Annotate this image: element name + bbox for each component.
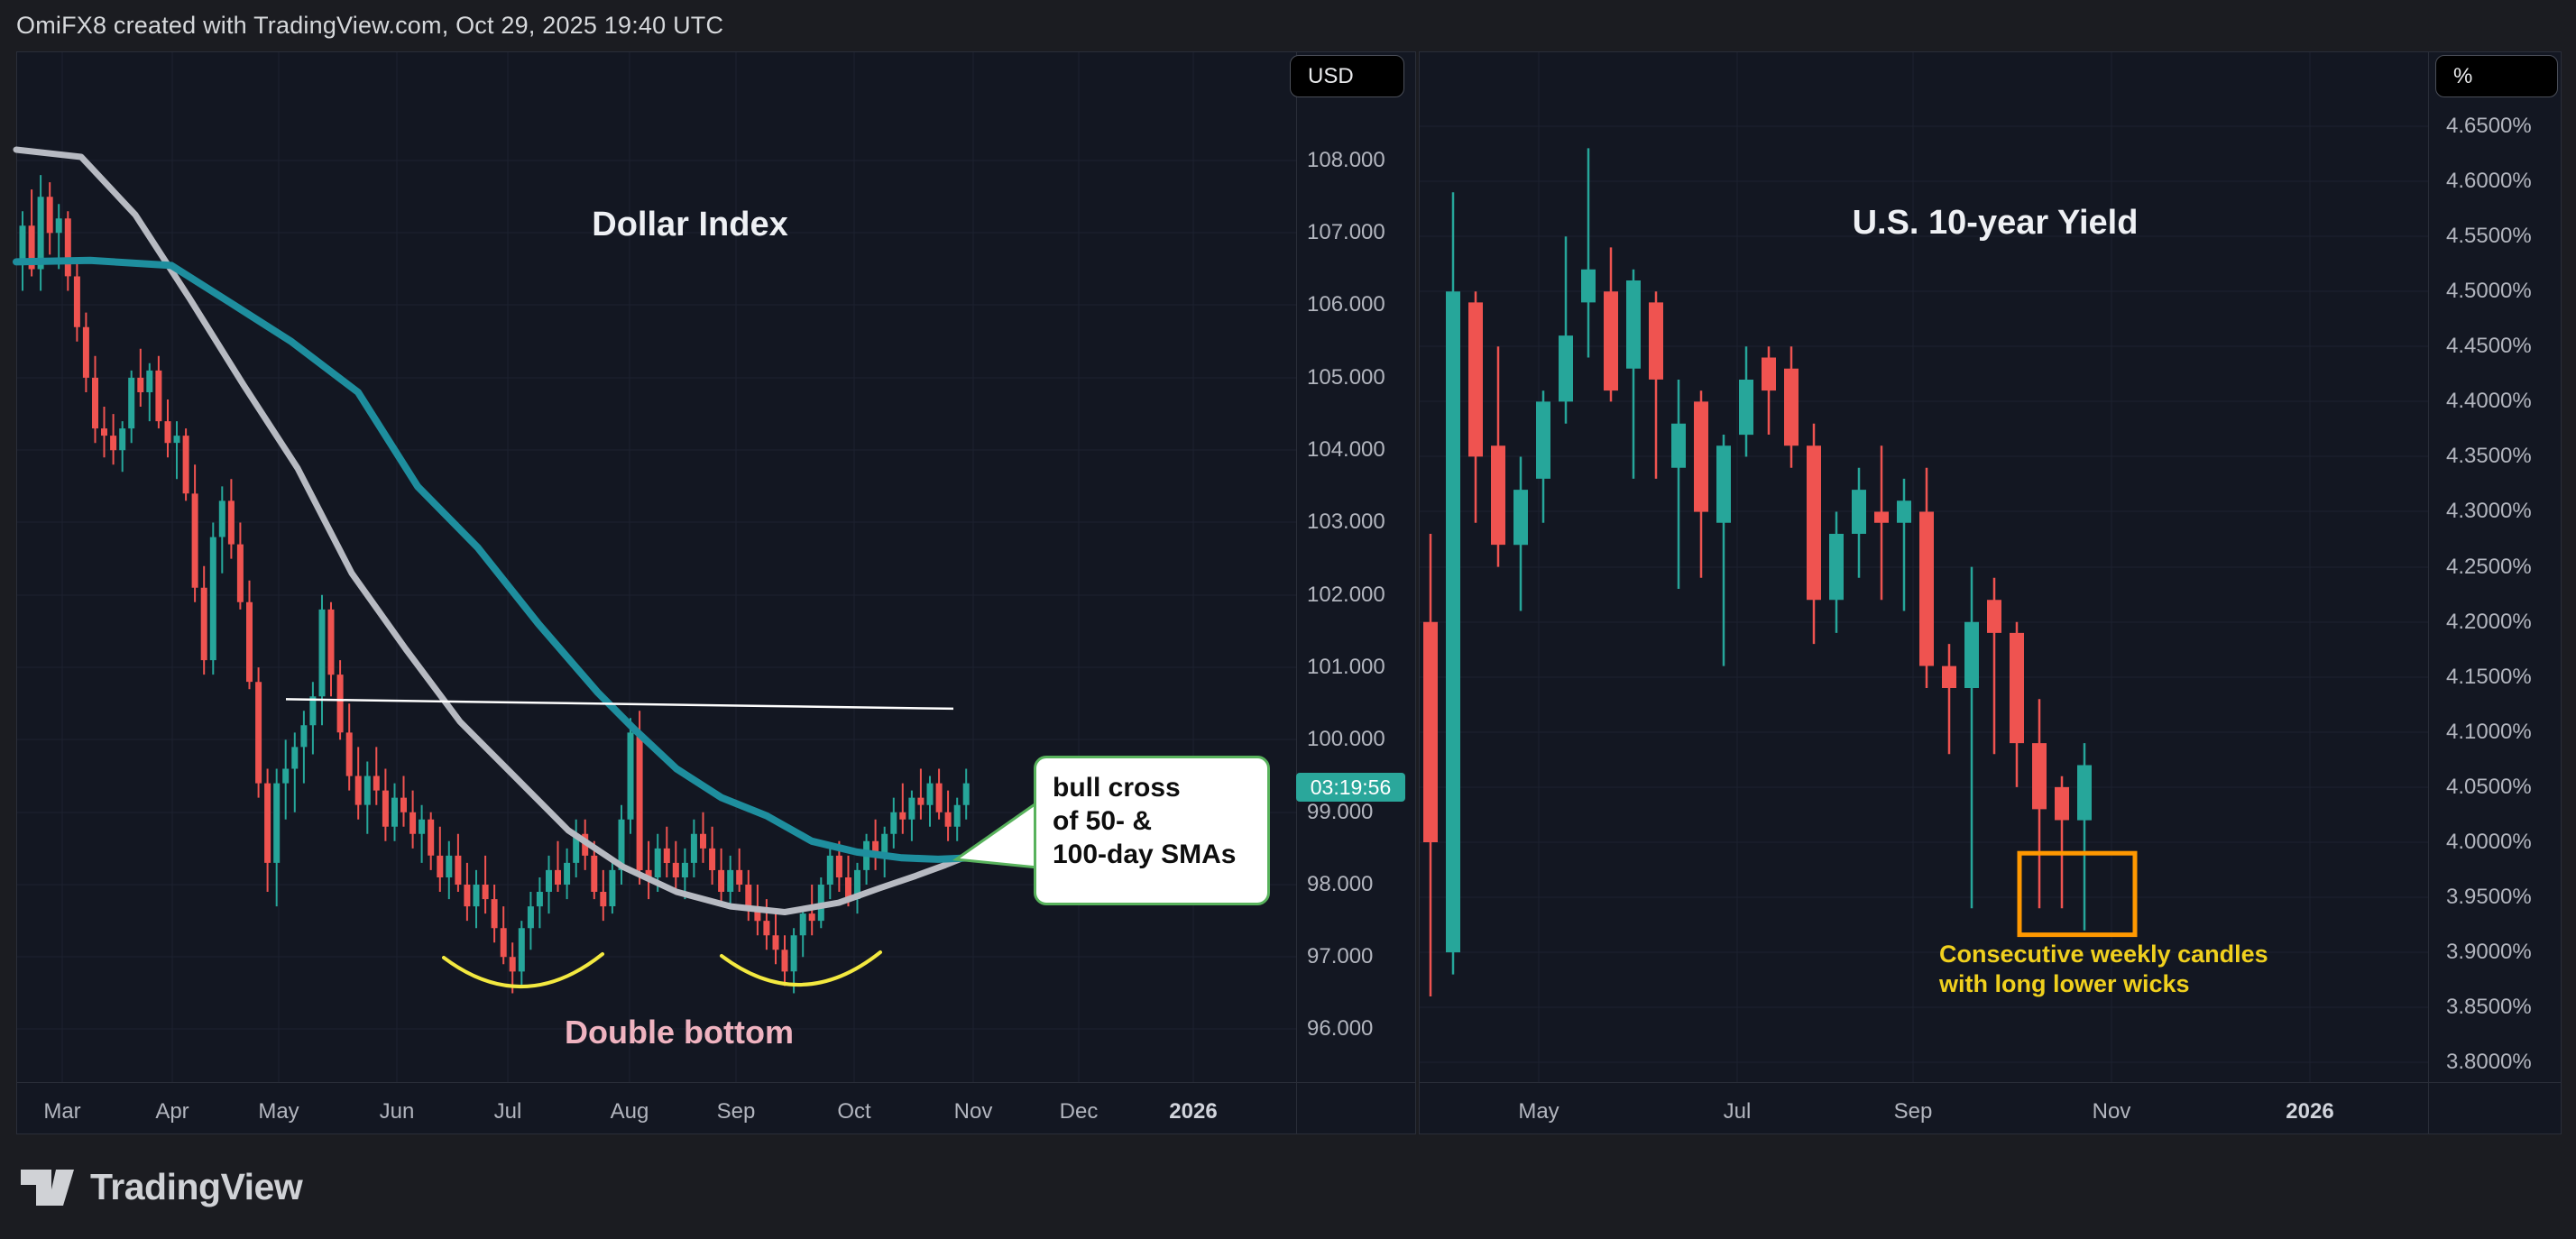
sma-50-gray	[13, 146, 976, 915]
percent-unit-button[interactable]: %	[2435, 55, 2558, 97]
bar-countdown-badge: 03:19:56	[1296, 773, 1405, 802]
price-tick-label: 97.000	[1307, 944, 1374, 968]
tradingview-logo-icon[interactable]	[20, 1168, 85, 1207]
time-tick-label: Aug	[610, 1099, 649, 1124]
price-tick-label: 98.000	[1307, 872, 1374, 896]
up-candle-wicks	[22, 175, 968, 994]
long-lower-wicks-note: Consecutive weekly candles with long low…	[1939, 941, 2268, 997]
price-tick-label: 108.000	[1307, 148, 1385, 172]
price-tick-label: 4.0500%	[2446, 775, 2532, 799]
price-tick-label: 105.000	[1307, 365, 1385, 390]
price-tick-label: 4.1000%	[2446, 720, 2532, 744]
time-tick-label: May	[258, 1099, 299, 1124]
right-chart-title: U.S. 10-year Yield	[1852, 204, 2139, 242]
double-bottom-arc-2	[720, 950, 882, 987]
time-tick-label: Sep	[1893, 1099, 1933, 1124]
bull-cross-callout-text: bull cross of 50- & 100-day SMAs	[1053, 773, 1237, 869]
time-tick-label: Apr	[155, 1099, 189, 1124]
long-wick-highlight-box	[2017, 850, 2138, 938]
price-tick-label: 4.2000%	[2446, 610, 2532, 634]
time-tick-label: Jul	[493, 1099, 522, 1124]
yield-panel[interactable]	[1419, 51, 2562, 1134]
price-tick-label: 101.000	[1307, 655, 1385, 679]
price-tick-label: 102.000	[1307, 583, 1385, 607]
price-tick-label: 100.000	[1307, 727, 1385, 751]
footer-bar	[0, 1134, 2576, 1239]
tradingview-logo-text[interactable]: TradingView	[90, 1166, 303, 1207]
price-tick-label: 4.3500%	[2446, 444, 2532, 468]
down-candle-wicks	[31, 182, 950, 994]
time-tick-label: Sep	[716, 1099, 756, 1124]
time-tick-label: Jul	[1723, 1099, 1752, 1124]
attribution-text: OmiFX8 created with TradingView.com, Oct…	[16, 12, 724, 39]
grid-lines	[1420, 52, 2428, 1082]
price-tick-label: 104.000	[1307, 437, 1385, 462]
time-tick-label: 2026	[1169, 1099, 1218, 1124]
price-axis-divider	[2428, 52, 2429, 1133]
price-tick-label: 3.9500%	[2446, 885, 2532, 909]
price-tick-label: 99.000	[1307, 800, 1374, 824]
price-tick-label: 3.8000%	[2446, 1050, 2532, 1074]
price-tick-label: 4.6500%	[2446, 114, 2532, 138]
left-chart-title: Dollar Index	[592, 206, 788, 243]
time-tick-label: Oct	[837, 1099, 871, 1124]
double-bottom-arc-1	[442, 952, 604, 988]
up-candle-bodies	[19, 197, 970, 972]
price-tick-label: 4.6000%	[2446, 169, 2532, 193]
price-tick-label: 96.000	[1307, 1016, 1374, 1041]
price-tick-label: 4.4500%	[2446, 334, 2532, 358]
down-candle-bodies	[28, 197, 952, 972]
price-tick-label: 4.3000%	[2446, 499, 2532, 523]
double-bottom-label: Double bottom	[565, 1014, 794, 1051]
price-tick-label: 4.1500%	[2446, 665, 2532, 689]
price-tick-label: 107.000	[1307, 220, 1385, 244]
price-tick-label: 103.000	[1307, 509, 1385, 534]
price-tick-label: 4.5500%	[2446, 224, 2532, 248]
time-tick-label: Nov	[2092, 1099, 2131, 1124]
time-axis-divider	[17, 1082, 1415, 1083]
time-tick-label: Nov	[953, 1099, 993, 1124]
time-tick-label: Dec	[1059, 1099, 1099, 1124]
time-tick-label: Jun	[379, 1099, 415, 1124]
resistance-trendline	[285, 698, 954, 711]
price-tick-label: 4.5000%	[2446, 279, 2532, 303]
price-tick-label: 4.0000%	[2446, 830, 2532, 854]
sma-100-teal	[13, 256, 976, 863]
price-tick-label: 106.000	[1307, 292, 1385, 317]
time-tick-label: May	[1518, 1099, 1559, 1124]
price-tick-label: 4.2500%	[2446, 555, 2532, 579]
price-tick-label: 3.9000%	[2446, 940, 2532, 964]
time-tick-label: 2026	[2286, 1099, 2334, 1124]
price-tick-label: 3.8500%	[2446, 995, 2532, 1019]
price-axis-divider	[1296, 52, 1297, 1133]
usd-unit-button[interactable]: USD	[1290, 55, 1404, 97]
up-candle-wicks	[1451, 148, 2086, 975]
time-tick-label: Mar	[43, 1099, 81, 1124]
time-axis-divider	[1420, 1082, 2561, 1083]
price-tick-label: 4.4000%	[2446, 389, 2532, 413]
bull-cross-callout: bull cross of 50- & 100-day SMAs	[1034, 756, 1270, 905]
